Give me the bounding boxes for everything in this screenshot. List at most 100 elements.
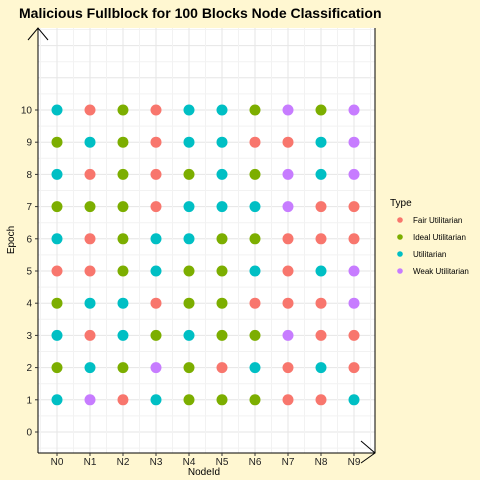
data-point: [51, 136, 63, 148]
data-point: [315, 394, 327, 406]
data-point: [183, 394, 195, 406]
data-point: [216, 297, 228, 309]
data-point: [84, 329, 96, 341]
data-point: [51, 104, 63, 116]
y-tick-label: 5: [26, 267, 32, 278]
data-point: [117, 329, 129, 341]
data-point: [150, 233, 162, 245]
y-tick-label: 1: [26, 395, 32, 406]
data-point: [183, 362, 195, 374]
y-tick-labels: 0 1 2 3 4 5 6 7 8 9 10: [21, 106, 38, 439]
data-point: [150, 297, 162, 309]
data-point: [348, 297, 360, 309]
x-tick-label: N6: [249, 457, 262, 468]
data-point: [84, 265, 96, 277]
data-point: [216, 104, 228, 116]
data-point: [150, 265, 162, 277]
data-point: [51, 233, 63, 245]
x-tick-label: N5: [216, 457, 229, 468]
data-point: [216, 362, 228, 374]
legend-key: [397, 251, 403, 257]
data-point: [183, 329, 195, 341]
legend-label: Weak Utilitarian: [413, 267, 469, 276]
x-tick-label: N1: [84, 457, 97, 468]
data-point: [348, 201, 360, 213]
legend-key: [397, 268, 403, 274]
data-point: [249, 394, 261, 406]
y-tick-label: 2: [26, 363, 32, 374]
data-point: [117, 104, 129, 116]
y-tick-label: 3: [26, 331, 32, 342]
data-point: [150, 168, 162, 180]
data-point: [84, 104, 96, 116]
data-point: [348, 362, 360, 374]
legend-key: [397, 234, 403, 240]
data-point: [348, 394, 360, 406]
data-point: [216, 201, 228, 213]
data-point: [150, 362, 162, 374]
data-point: [183, 265, 195, 277]
data-point: [282, 201, 294, 213]
data-point: [249, 201, 261, 213]
data-point: [117, 168, 129, 180]
legend-label: Ideal Utilitarian: [413, 233, 466, 242]
x-tick-label: N7: [282, 457, 295, 468]
data-point: [117, 394, 129, 406]
data-point: [51, 329, 63, 341]
data-point: [315, 329, 327, 341]
legend-key: [397, 217, 403, 223]
data-point: [315, 136, 327, 148]
data-point: [315, 104, 327, 116]
data-point: [216, 233, 228, 245]
data-point: [117, 297, 129, 309]
data-point: [183, 297, 195, 309]
data-point: [315, 297, 327, 309]
data-point: [84, 201, 96, 213]
data-point: [315, 168, 327, 180]
legend-label: Utilitarian: [413, 250, 446, 259]
data-point: [150, 201, 162, 213]
data-point: [249, 233, 261, 245]
legend-title: Type: [390, 198, 412, 209]
data-point: [183, 233, 195, 245]
data-point: [183, 104, 195, 116]
x-tick-label: N3: [150, 457, 163, 468]
data-point: [348, 104, 360, 116]
x-tick-label: N8: [315, 457, 328, 468]
y-tick-label: 10: [21, 106, 33, 117]
data-point: [216, 329, 228, 341]
data-point: [282, 104, 294, 116]
data-point: [117, 136, 129, 148]
data-point: [51, 297, 63, 309]
data-point: [150, 329, 162, 341]
data-point: [282, 265, 294, 277]
data-point: [84, 136, 96, 148]
data-points: [51, 104, 360, 406]
data-point: [348, 329, 360, 341]
data-point: [117, 362, 129, 374]
data-point: [282, 362, 294, 374]
data-point: [348, 136, 360, 148]
y-tick-label: 4: [26, 299, 32, 310]
data-point: [183, 136, 195, 148]
data-point: [51, 265, 63, 277]
y-tick-label: 0: [26, 428, 32, 439]
data-point: [150, 394, 162, 406]
data-point: [150, 136, 162, 148]
x-axis-title: NodeId: [188, 467, 220, 478]
data-point: [216, 168, 228, 180]
data-point: [51, 394, 63, 406]
x-tick-label: N4: [183, 457, 196, 468]
y-tick-label: 7: [26, 202, 32, 213]
data-point: [249, 168, 261, 180]
chart-title: Malicious Fullblock for 100 Blocks Node …: [19, 5, 382, 21]
data-point: [282, 394, 294, 406]
data-point: [315, 233, 327, 245]
x-tick-label: N9: [348, 457, 361, 468]
data-point: [216, 265, 228, 277]
data-point: [348, 168, 360, 180]
data-point: [84, 233, 96, 245]
data-point: [84, 394, 96, 406]
data-point: [84, 362, 96, 374]
